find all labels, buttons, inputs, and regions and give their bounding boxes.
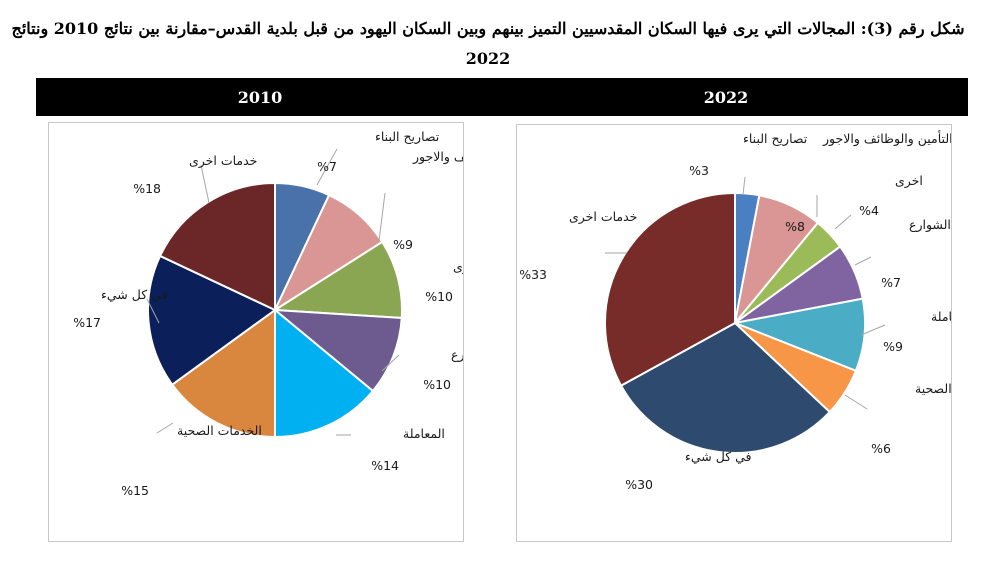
value-label-2010-1: %9: [393, 237, 413, 252]
value-label-2010-4: %14: [371, 458, 399, 473]
leader-line-2022-4: [860, 324, 886, 336]
pie-slice-2010-7: [158, 181, 276, 312]
category-label-2022-4: المعاملة: [931, 309, 951, 324]
leader-line-2022-0: [742, 176, 746, 196]
leader-line-2010-3: [381, 354, 400, 372]
value-label-2010-2: %10: [425, 289, 453, 304]
leader-line-2010-0: [316, 148, 338, 186]
pie-chart-2010: تصاريح البناء %7 التأمين والوظائف والاجور%…: [73, 129, 463, 498]
category-label-2010-2: اخرى: [453, 259, 463, 275]
chart-panel-2010: تصاريح البناء %7 التأمين والوظائف والاجور%…: [48, 122, 464, 542]
value-label-2022-5: %6: [871, 441, 891, 456]
category-label-2022-0: تصاريح البناء: [743, 131, 808, 147]
chart-panel-2022: تصاريح البناء %3 التأمين والوظائف والاجور%…: [516, 124, 952, 542]
category-label-2022-6: في كل شيء: [685, 449, 752, 464]
category-label-2010-7: خدمات اخرى: [189, 153, 257, 169]
leader-line-2022-3: [854, 256, 872, 266]
category-label-2022-2: اخرى: [895, 173, 923, 189]
value-label-2022-4: %9: [883, 339, 903, 354]
pie-slice-2010-2: [271, 240, 403, 320]
category-label-2010-3: جودة الشوارع: [451, 347, 463, 363]
leader-line-2010-7: [200, 164, 210, 204]
category-label-2010-5: الخدمات الصحية: [177, 423, 262, 438]
leader-line-2022-5: [844, 394, 868, 410]
chart-header-2022: 2022: [484, 78, 968, 116]
value-label-2022-0: %3: [689, 163, 709, 178]
leader-line-2010-5: [156, 422, 174, 434]
value-label-2022-1: %8: [785, 219, 805, 234]
category-label-2010-0: تصاريح البناء: [375, 129, 440, 145]
leader-line-2010-1: [378, 192, 386, 242]
chart-header-2010: 2010: [36, 78, 484, 116]
category-label-2022-7: خدمات اخرى: [569, 209, 637, 225]
value-label-2010-6: %17: [73, 315, 101, 330]
category-label-2022-1: التأمين والوظائف والاجور: [822, 130, 951, 147]
leader-line-2022-2: [834, 214, 852, 230]
category-label-2022-5: الخدمات الصحية: [915, 381, 951, 396]
value-label-2022-3: %7: [881, 275, 901, 290]
value-label-2010-0: %7: [317, 159, 337, 174]
pie-slice-2022-7: [603, 191, 736, 387]
leader-line-2010-6: [146, 298, 160, 324]
category-label-2010-4: المعاملة: [403, 426, 445, 441]
pie-chart-2022: تصاريح البناء %3 التأمين والوظائف والاجور%…: [519, 130, 951, 492]
pie-slice-2010-3: [271, 308, 403, 393]
category-label-2010-1: التأمين والوظائف والاجور: [412, 148, 463, 165]
value-label-2022-7: %33: [519, 267, 547, 282]
value-label-2010-5: %15: [121, 483, 149, 498]
value-label-2022-2: %4: [859, 203, 879, 218]
pie-slice-2010-6: [147, 254, 277, 387]
pie-slice-2010-5: [170, 308, 276, 439]
category-label-2022-3: جودة الشوارع: [909, 217, 951, 233]
value-label-2010-3: %10: [423, 377, 451, 392]
category-label-2010-6: في كل شيء: [101, 287, 168, 302]
figure-title: شكل رقم (3): المجالات التي يرى فيها السك…: [11, 19, 965, 68]
value-label-2010-7: %18: [133, 181, 161, 196]
pie-slice-2022-6: [619, 321, 832, 454]
pie-slice-2010-4: [274, 307, 375, 439]
value-label-2022-6: %30: [625, 477, 653, 492]
